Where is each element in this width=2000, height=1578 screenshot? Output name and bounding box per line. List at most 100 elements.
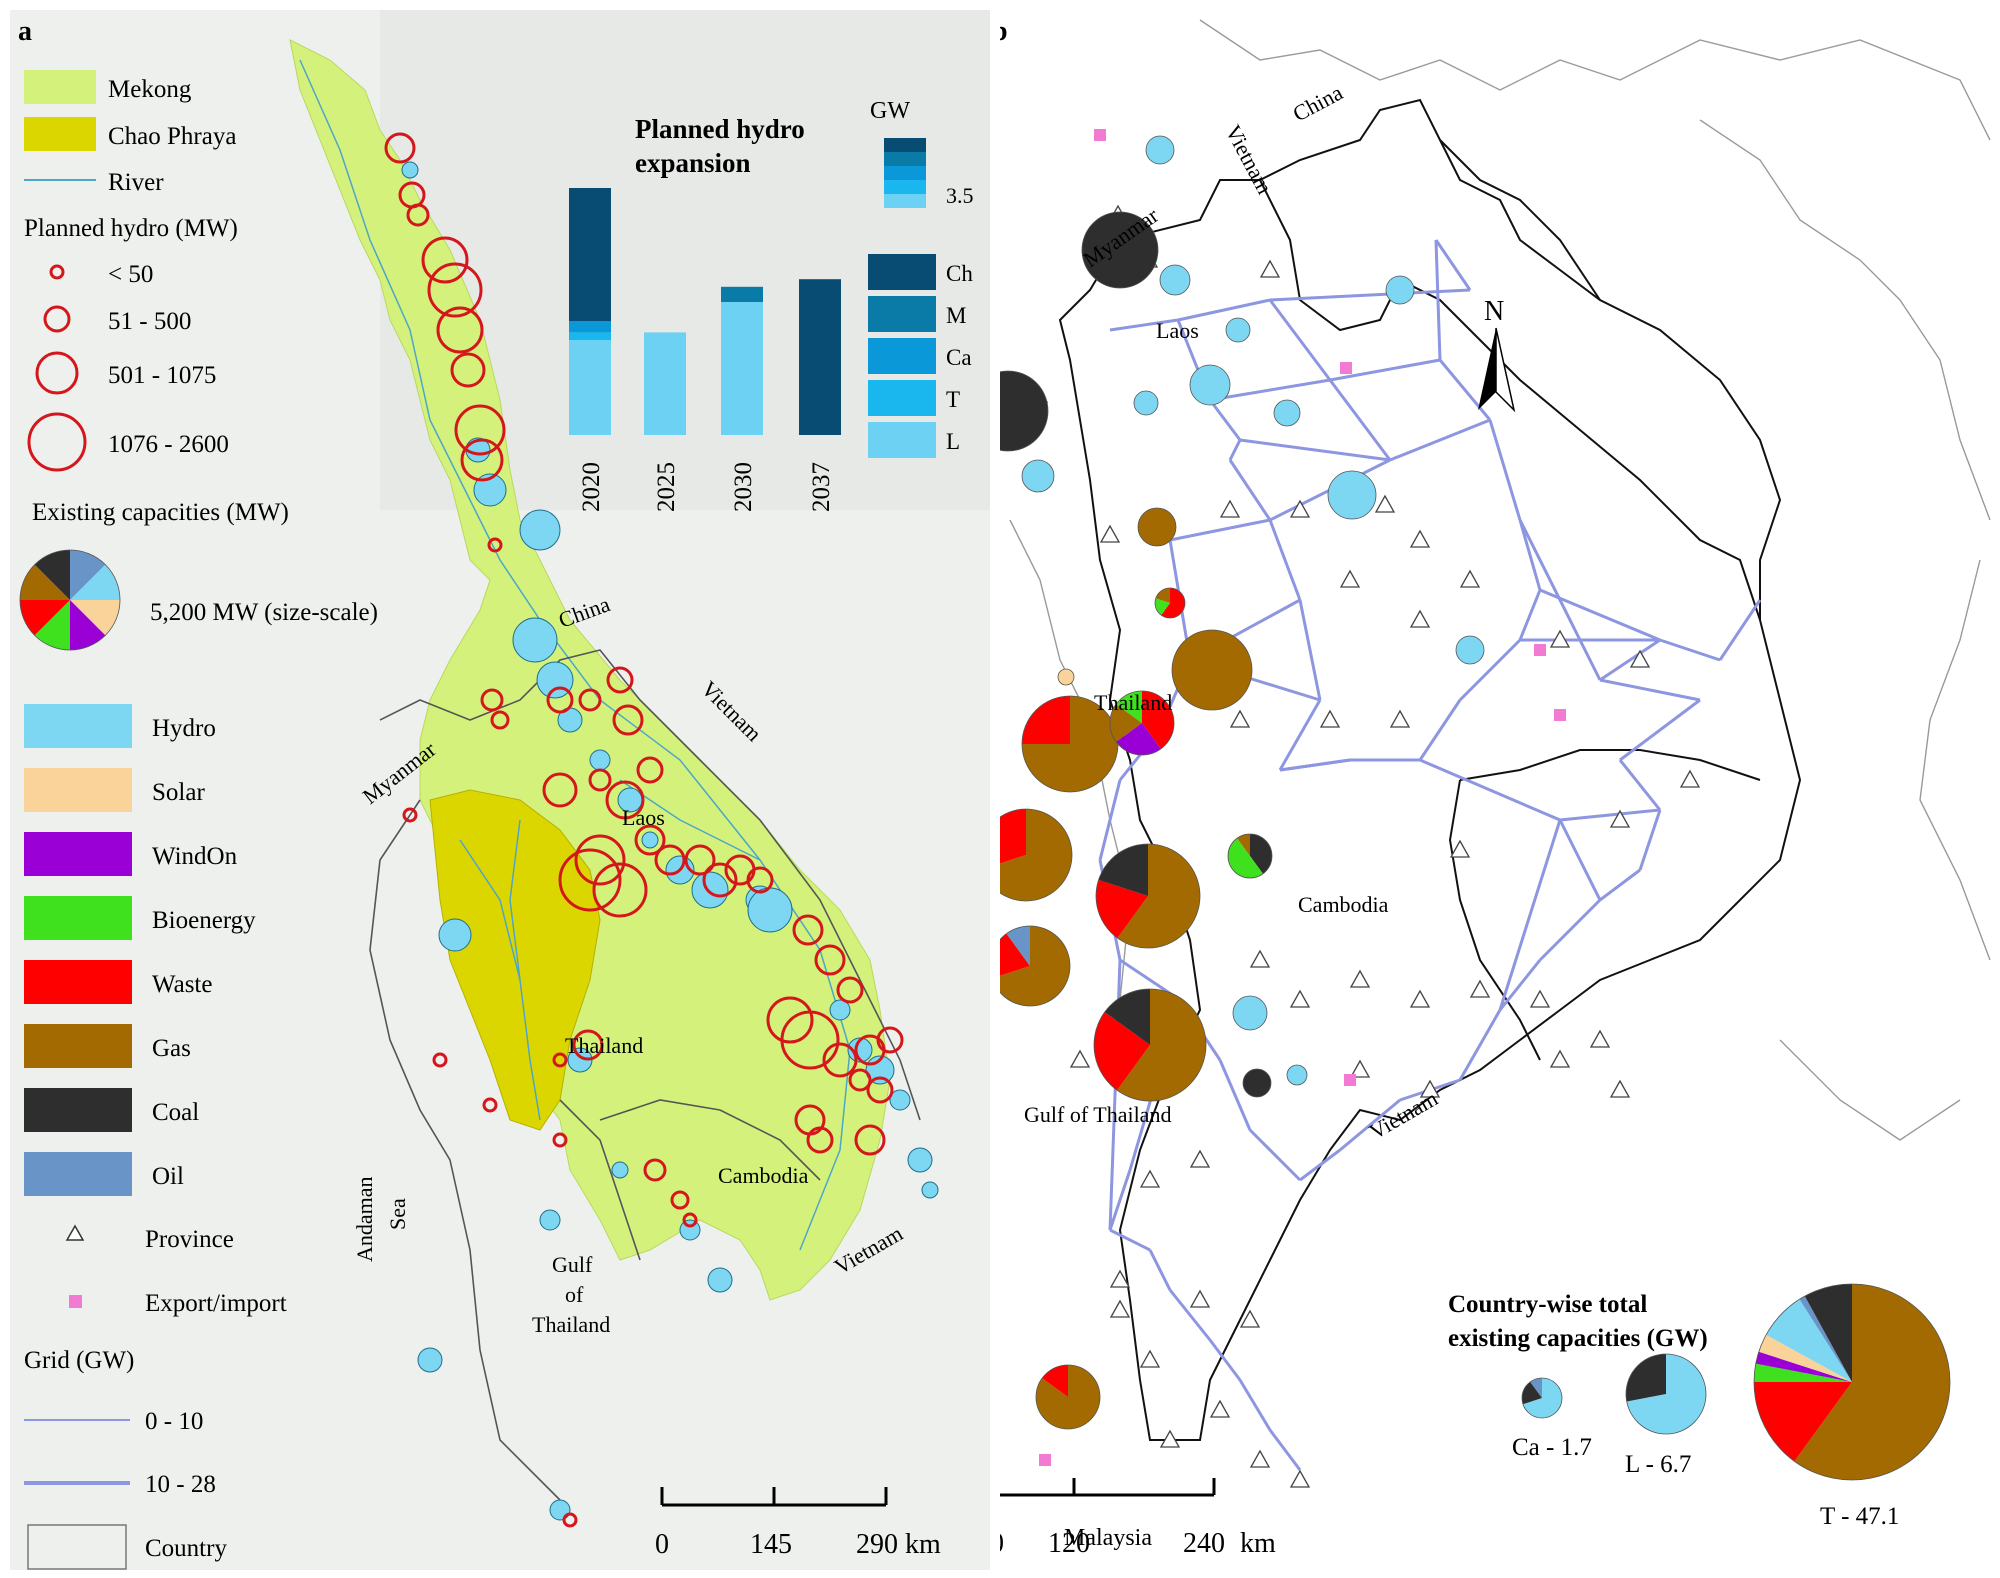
plant-pie-4-slice-hydro — [1190, 365, 1230, 405]
legend-planned-label-1: < 50 — [108, 261, 153, 288]
map-a-label-andaman: Andaman — [352, 1176, 377, 1262]
country-total-label-l: L - 6.7 — [1625, 1451, 1691, 1478]
grid-line — [1599, 678, 1701, 702]
plant-pie-19-slice-waste — [1142, 691, 1174, 749]
ramp-step-4 — [884, 194, 926, 208]
bar-2030-m — [721, 286, 763, 302]
legend-label-gas: Gas — [152, 1035, 191, 1062]
grid-line — [1169, 518, 1271, 542]
province-icon — [1189, 1149, 1211, 1168]
province-icon — [1629, 649, 1651, 668]
plant-pie-7-slice-hydro — [1328, 471, 1376, 519]
export-import-icon — [1094, 129, 1106, 141]
country-total-label-ca: Ca - 1.7 — [1512, 1434, 1592, 1461]
province-icon — [1319, 709, 1341, 728]
province-icon — [1109, 1269, 1131, 1288]
plant-pie-11 — [1021, 459, 1055, 493]
legend-grid-label-1: 0 - 10 — [145, 1408, 203, 1435]
mekong-basin — [289, 39, 891, 1301]
chart-legend-label-ca: Ca — [946, 345, 972, 370]
ramp-step-0 — [884, 138, 926, 152]
plant-pie-13 — [1137, 507, 1177, 547]
plant-pie-34-slice-solar — [1058, 669, 1074, 685]
legend-swatch-coal — [24, 1088, 132, 1132]
grid-line — [1599, 638, 1661, 682]
plant-pie-32 — [1232, 995, 1268, 1031]
country-totals-title-2: existing capacities (GW) — [1448, 1325, 1708, 1352]
plant-pie-8 — [1455, 635, 1485, 665]
legend-planned-symbol-3 — [35, 351, 79, 395]
plant-pie-16-slice-gas — [1155, 588, 1170, 603]
plant-pie-8-slice-hydro — [1456, 636, 1484, 664]
plant-pie-34 — [1057, 668, 1075, 686]
plant-pie-19-slice-windon — [1116, 723, 1161, 756]
export-import-icon — [1534, 644, 1546, 656]
grid-line — [1239, 438, 1391, 462]
legend-existing-title: Existing capacities (MW) — [32, 499, 289, 526]
legend-label-hydro: Hydro — [152, 715, 216, 742]
province-icon — [1139, 1169, 1161, 1188]
country-borders — [369, 649, 921, 1501]
legend-swatch-windon — [24, 832, 132, 876]
plant-pie-9 — [1385, 275, 1415, 305]
country-total-pie-ca-slice-coal — [1522, 1381, 1542, 1405]
plant-pie-26-slice-gas — [1237, 834, 1250, 856]
plant-pie-25 — [1093, 988, 1207, 1102]
province-icon — [1219, 499, 1241, 518]
bar-2020-ch — [569, 188, 611, 321]
plant-pie-2-slice-hydro — [1160, 265, 1190, 295]
north-arrow-label: N — [1484, 296, 1504, 327]
province-icon — [1249, 949, 1271, 968]
chart-x-tick-labels: 2020 2025 2030 2037 — [578, 462, 835, 512]
map-b-label-laos: Laos — [1156, 318, 1199, 343]
plant-pie-18-slice-waste — [1022, 696, 1070, 744]
map-b-label-thailand: Thailand — [1094, 690, 1172, 715]
grid-line — [1518, 519, 1602, 681]
grid-line — [1098, 779, 1122, 861]
province-icon — [1409, 609, 1431, 628]
grid-line — [1218, 1059, 1252, 1131]
x-tick-2037: 2037 — [808, 462, 835, 512]
province-icon — [1529, 989, 1551, 1008]
legend-label-oil: Oil — [152, 1163, 184, 1190]
grid-line — [1339, 1098, 1401, 1152]
legend-swatch-oil — [24, 1152, 132, 1196]
chart-title-line-1: Planned hydro — [635, 114, 805, 144]
legend-swatch-bioenergy — [24, 896, 132, 940]
plant-pie-19 — [1109, 690, 1175, 756]
plant-pie-16 — [1154, 587, 1186, 619]
scale-b-tick-3: km — [1240, 1528, 1276, 1559]
province-icon — [1449, 839, 1471, 858]
plant-pie-5 — [1133, 390, 1159, 416]
plant-pie-25-slice-waste — [1094, 1012, 1150, 1091]
province-icon — [1679, 769, 1701, 788]
export-import-icon — [1554, 709, 1566, 721]
grid-line — [1228, 439, 1242, 461]
map-a-label-cambodia: Cambodia — [718, 1163, 809, 1188]
legend-pie-slice-waste — [20, 600, 70, 636]
legend-label-coal: Coal — [152, 1099, 199, 1126]
plant-pie-3 — [1225, 317, 1251, 343]
legend-planned-symbol-1 — [49, 264, 65, 280]
panel-a: a China Vietnam Myanmar Laos Thailand Ca… — [10, 10, 990, 1570]
chart-legend-swatch-l — [868, 422, 936, 458]
export-import-icon — [1039, 1454, 1051, 1466]
bar-2030-l — [721, 302, 763, 435]
grid-line — [1208, 1339, 1242, 1381]
legend-pie-slice-gas — [20, 564, 70, 600]
chart-unit-label: GW — [870, 98, 910, 124]
ramp-step-3 — [884, 180, 926, 194]
grid-line — [1248, 1128, 1302, 1182]
legend-grid-title: Grid (GW) — [24, 1347, 134, 1374]
province-icon — [1469, 979, 1491, 998]
chart-legend-swatch-t — [868, 380, 936, 416]
legend-label-export: Export/import — [145, 1290, 287, 1317]
legend-label-windon: WindOn — [152, 843, 238, 870]
panel-b: b China Vietnam Myanmar Laos Thailand Ca… — [1000, 0, 2000, 1578]
grid-line — [1619, 698, 1701, 762]
chart-legend-label-l: L — [946, 429, 960, 454]
chart-legend-swatch-ca — [868, 338, 936, 374]
legend-pie-slice-oil — [70, 550, 106, 600]
ramp-step-2 — [884, 166, 926, 180]
province-icon — [1609, 809, 1631, 828]
